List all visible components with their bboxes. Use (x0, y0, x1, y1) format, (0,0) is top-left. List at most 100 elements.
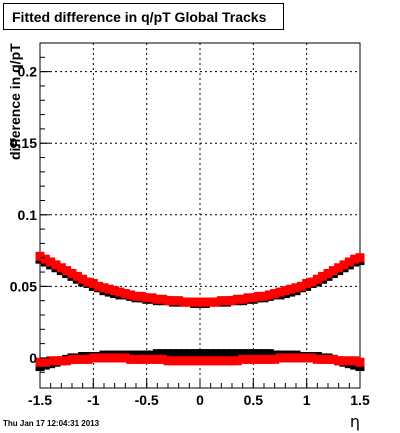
data-point (147, 354, 157, 364)
data-point (211, 297, 221, 307)
data-point (99, 283, 109, 293)
data-point (126, 290, 136, 300)
data-point (259, 349, 269, 359)
data-point (83, 277, 93, 287)
data-point (238, 294, 248, 304)
data-point (216, 349, 226, 359)
data-point (46, 257, 56, 267)
data-point (126, 354, 136, 364)
data-point (211, 349, 221, 359)
data-point (168, 356, 178, 366)
chart-title: Fitted difference in q/pT Global Tracks (12, 9, 267, 25)
data-point (259, 354, 269, 364)
data-point (254, 291, 264, 301)
data-point (248, 293, 258, 303)
data-point (46, 356, 56, 366)
data-point (56, 356, 66, 366)
data-point (51, 356, 61, 366)
data-point (334, 263, 344, 273)
data-point (280, 286, 290, 296)
data-point (296, 353, 306, 363)
timestamp: Thu Jan 17 12:04:31 2013 (3, 419, 100, 428)
data-point (163, 296, 173, 306)
x-tick-label: -1.5 (28, 392, 52, 408)
data-point (200, 297, 210, 307)
data-point (131, 291, 141, 301)
data-point (83, 354, 93, 364)
y-tick-label: 0.1 (18, 207, 38, 223)
x-tick-label: 0 (196, 392, 204, 408)
data-point (35, 251, 45, 261)
data-point (344, 356, 354, 366)
data-point (72, 271, 82, 281)
data-point (200, 349, 210, 359)
data-point (200, 356, 210, 366)
data-point (115, 287, 125, 297)
data-point (248, 354, 258, 364)
data-point (152, 294, 162, 304)
data-point (94, 353, 104, 363)
data-point (307, 353, 317, 363)
data-point (307, 277, 317, 287)
chart-title-box: Fitted difference in q/pT Global Tracks (3, 3, 284, 30)
data-point (280, 353, 290, 363)
data-point (131, 354, 141, 364)
data-point (334, 356, 344, 366)
x-axis-label: η (350, 412, 360, 431)
data-point (174, 356, 184, 366)
data-point (286, 284, 296, 294)
data-point (339, 260, 349, 270)
data-point (243, 349, 253, 359)
data-point (248, 349, 258, 359)
data-point (339, 356, 349, 366)
data-point (184, 349, 194, 359)
data-point (190, 356, 200, 366)
data-point (152, 349, 162, 359)
data-point (291, 353, 301, 363)
data-point (195, 297, 205, 307)
data-point (152, 354, 162, 364)
data-point (323, 268, 333, 278)
series-layer (35, 251, 365, 372)
data-point (264, 349, 274, 359)
data-point (355, 357, 365, 367)
data-point (222, 349, 232, 359)
data-point (179, 356, 189, 366)
data-point (88, 353, 98, 363)
data-point (243, 354, 253, 364)
data-point (227, 349, 237, 359)
data-point (232, 294, 242, 304)
data-point (147, 293, 157, 303)
y-tick-label: 0.15 (10, 135, 37, 151)
data-point (62, 356, 72, 366)
data-point (243, 293, 253, 303)
data-point (67, 354, 77, 364)
data-point (275, 353, 285, 363)
data-point (78, 354, 88, 364)
data-point (158, 294, 168, 304)
data-point (216, 356, 226, 366)
data-point (163, 356, 173, 366)
data-point (216, 296, 226, 306)
x-tick-label: -0.5 (135, 392, 159, 408)
data-point (355, 253, 365, 263)
data-point (312, 274, 322, 284)
data-point (328, 266, 338, 276)
data-point (67, 268, 77, 278)
data-point (78, 274, 88, 284)
data-point (206, 349, 216, 359)
data-point (190, 349, 200, 359)
data-point (254, 349, 264, 359)
data-point (158, 349, 168, 359)
data-point (232, 349, 242, 359)
data-point (142, 293, 152, 303)
data-point (174, 296, 184, 306)
data-point (318, 271, 328, 281)
data-point (94, 281, 104, 291)
data-point (270, 289, 280, 299)
data-point (270, 354, 280, 364)
data-point (179, 297, 189, 307)
data-point (168, 296, 178, 306)
data-point (190, 297, 200, 307)
